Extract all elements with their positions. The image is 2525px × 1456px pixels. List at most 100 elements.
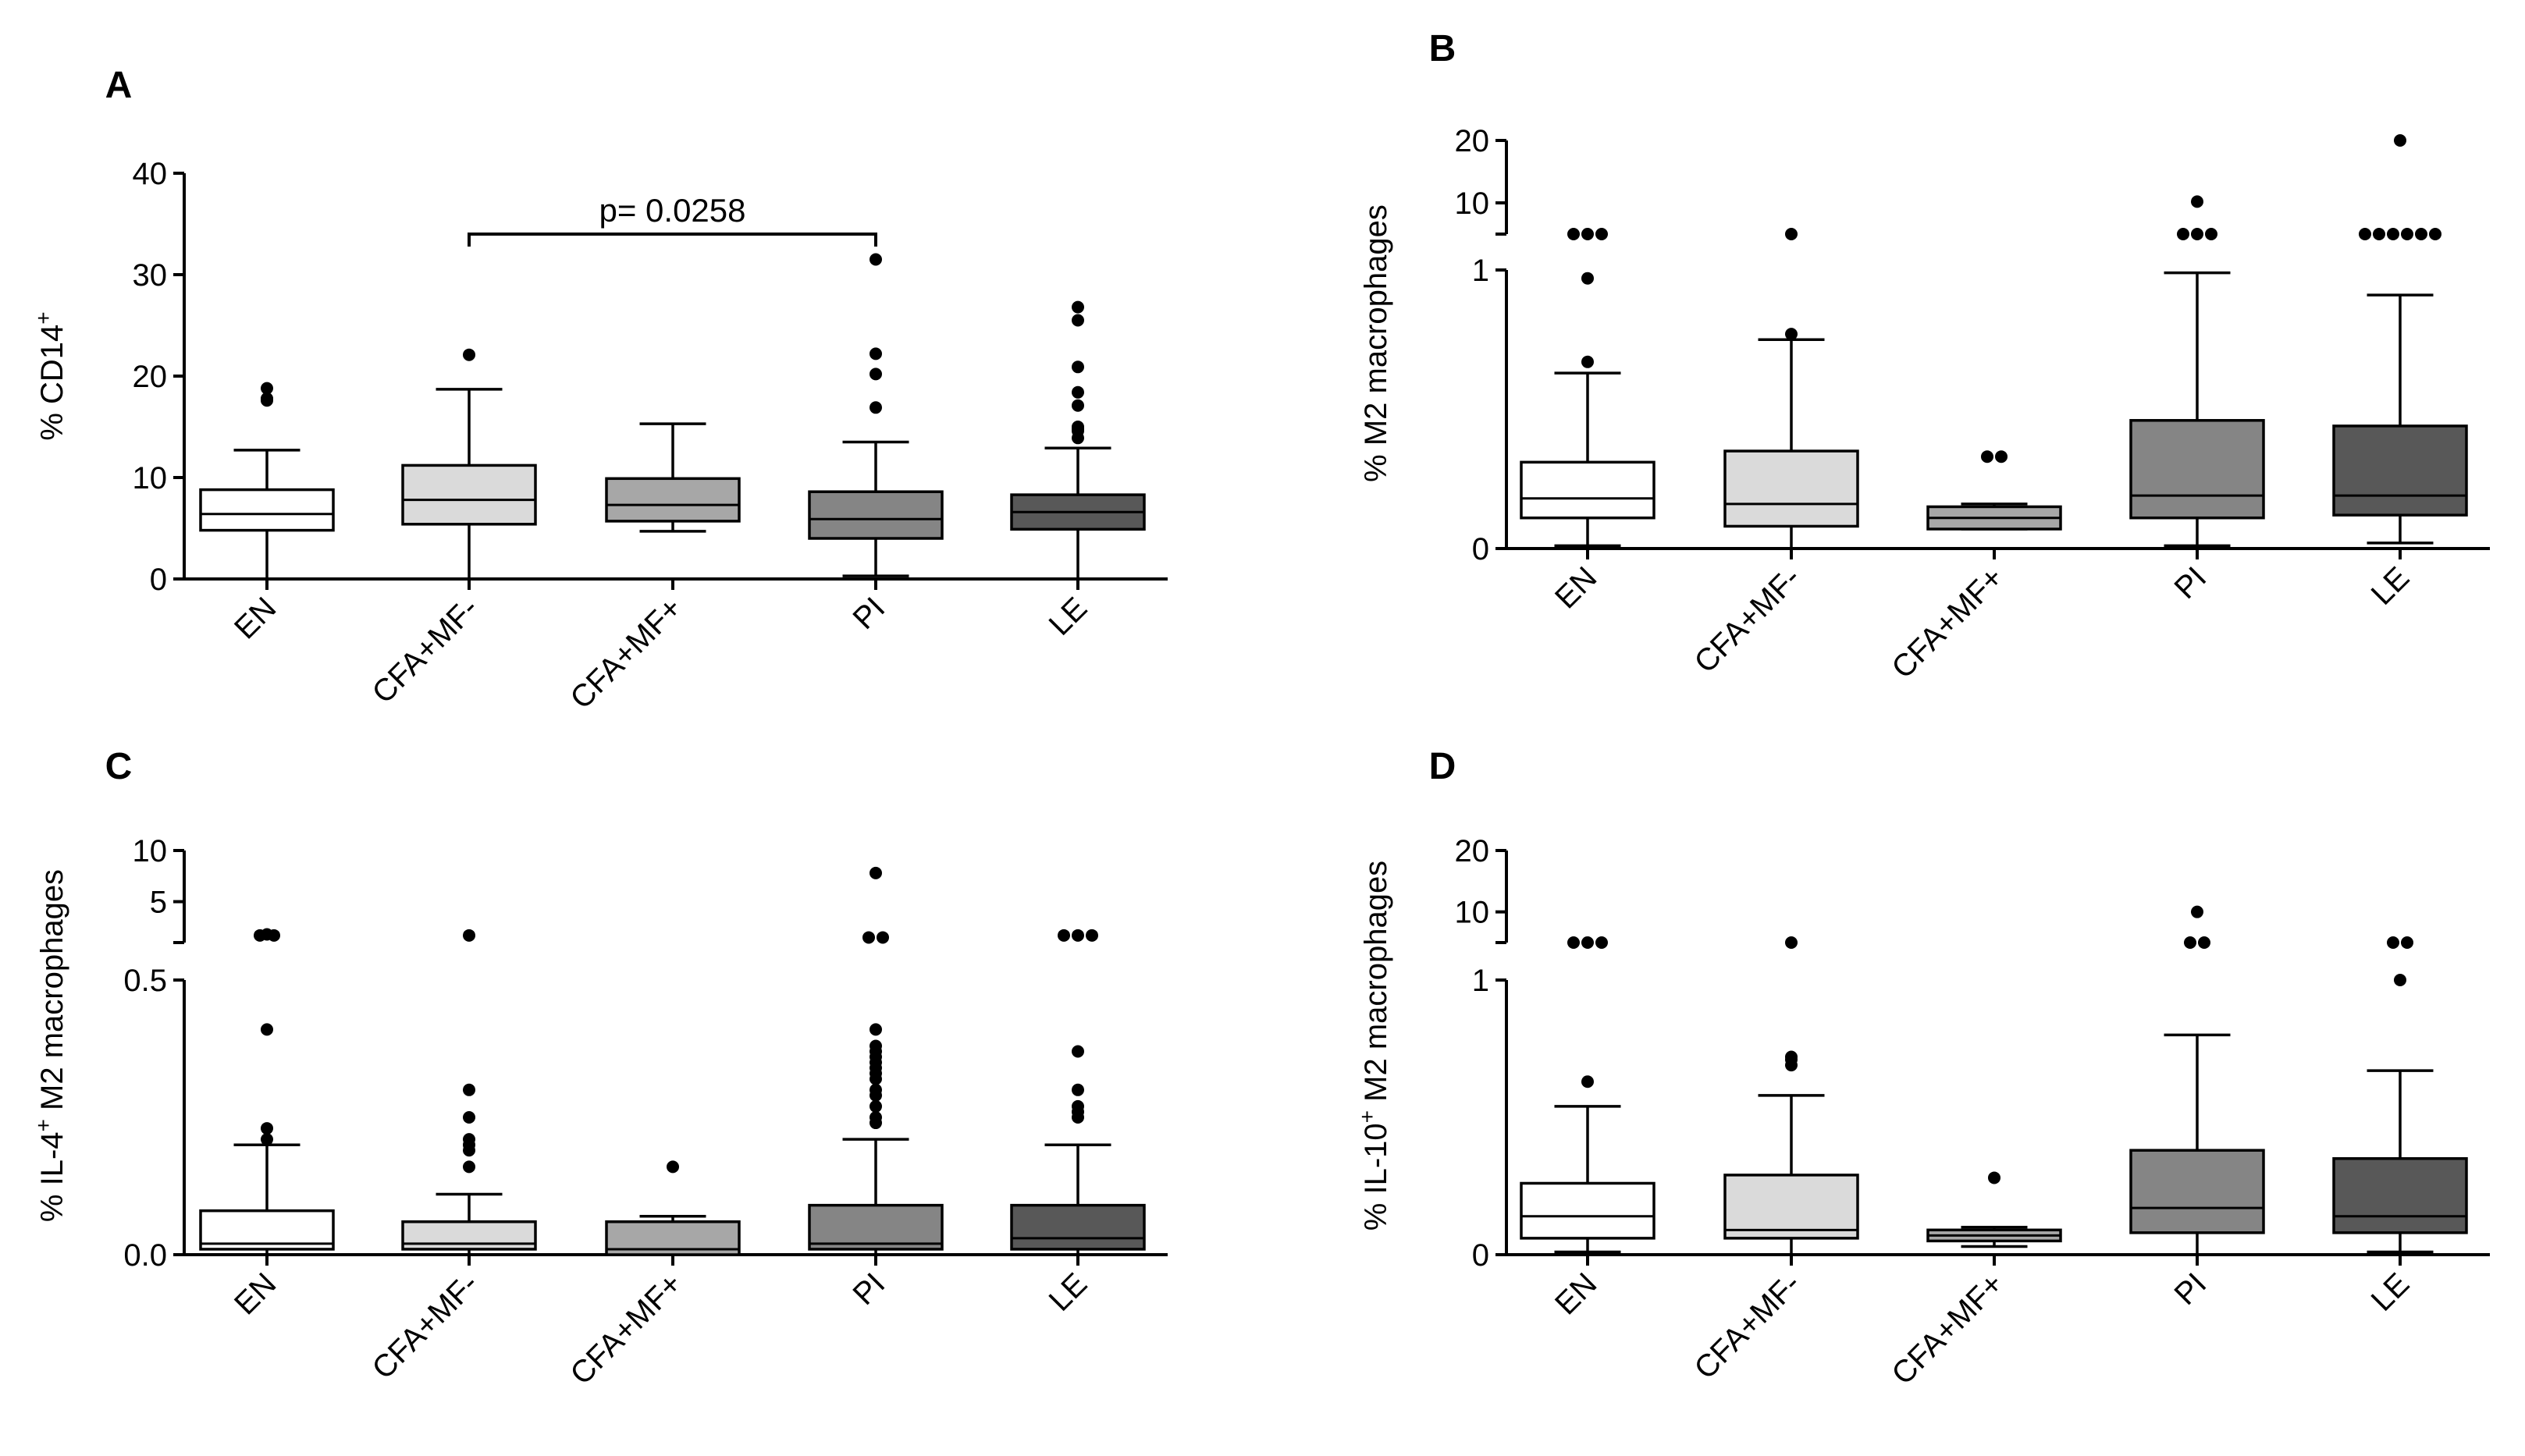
box-EN	[1520, 228, 1655, 548]
outlier-point	[870, 1023, 882, 1036]
x-tick-label: PI	[847, 591, 892, 636]
box-iqr	[808, 1203, 944, 1251]
outlier-point	[463, 929, 475, 942]
outlier-point	[1995, 450, 2008, 463]
outlier-point	[1086, 929, 1098, 942]
box-CFA+MF+	[1926, 1171, 2062, 1248]
box-iqr	[1723, 449, 1859, 528]
y-tick-label: 1	[1472, 964, 1489, 998]
outlier-point	[1072, 399, 1084, 412]
x-tick-label: CFA+MF-	[365, 591, 485, 710]
box-CFA+MF-	[401, 929, 537, 1256]
outlier-point	[463, 348, 475, 361]
x-tick-label: CFA+MF-	[365, 1266, 485, 1386]
box-LE	[1010, 929, 1146, 1256]
y-tick-label: 20	[133, 360, 168, 394]
outlier-point	[2373, 228, 2385, 240]
outlier-point	[877, 931, 889, 944]
outlier-point	[870, 368, 882, 381]
outlier-point	[1072, 431, 1084, 445]
significance-label: p= 0.0258	[599, 192, 745, 229]
outlier-point	[261, 392, 273, 405]
x-tick-label: EN	[228, 591, 283, 645]
y-tick-label: 0.0	[123, 1238, 167, 1273]
box-PI	[2129, 195, 2265, 548]
outlier-point	[254, 929, 266, 942]
outlier-point	[1988, 1171, 2000, 1184]
y-axis-label-part: M2 macrophages	[1359, 861, 1393, 1110]
outlier-point	[870, 1099, 882, 1113]
outlier-point	[1785, 328, 1798, 341]
outlier-point	[1072, 1111, 1084, 1124]
outlier-point	[2387, 228, 2399, 240]
y-axis-label: % M2 macrophages	[1359, 204, 1393, 482]
box-iqr	[1723, 1174, 1859, 1240]
outlier-point	[667, 1160, 679, 1174]
x-tick-label: EN	[228, 1266, 283, 1321]
outlier-point	[2401, 228, 2413, 240]
outlier-point	[2184, 936, 2196, 949]
box-iqr	[1520, 460, 1655, 520]
x-tick-label: CFA+MF+	[564, 1266, 688, 1391]
outlier-point	[1072, 1045, 1084, 1058]
box-PI	[2129, 905, 2265, 1256]
outlier-point	[268, 929, 280, 942]
y-tick-label: 20	[1455, 124, 1490, 158]
box-CFA+MF-	[1723, 936, 1859, 1256]
y-axis-label-superscript: +	[31, 1119, 55, 1131]
box-CFA+MF+	[605, 422, 741, 533]
y-axis-label: % IL-10+ M2 macrophages	[1355, 861, 1394, 1230]
x-tick-label: EN	[1549, 1266, 1603, 1321]
outlier-point	[2191, 905, 2203, 918]
outlier-point	[1581, 355, 1594, 368]
y-tick-label: 10	[133, 834, 168, 868]
y-tick-label: 0.5	[123, 964, 167, 998]
box-PI	[808, 253, 944, 577]
x-tick-label: PI	[2168, 560, 2214, 605]
y-tick-label: 0	[1472, 1238, 1489, 1273]
outlier-point	[1072, 422, 1084, 435]
x-tick-label: PI	[2168, 1266, 2214, 1312]
outlier-point	[2191, 228, 2203, 240]
outlier-point	[463, 1144, 475, 1157]
outlier-point	[1058, 929, 1070, 942]
y-axis-label-part: % IL-4	[35, 1131, 69, 1222]
outlier-point	[2177, 228, 2189, 240]
outlier-point	[870, 253, 882, 266]
box-EN	[199, 928, 335, 1256]
x-tick-label: CFA+MF-	[1687, 1266, 1807, 1386]
box-iqr	[2332, 424, 2468, 517]
box-CFA+MF-	[1723, 228, 1859, 550]
y-axis-label-part: % IL-10	[1359, 1123, 1393, 1230]
outlier-point	[463, 1111, 475, 1124]
panel-letter: C	[105, 746, 133, 787]
x-tick-label: EN	[1549, 560, 1603, 615]
outlier-point	[1072, 1083, 1084, 1096]
y-axis-label-superscript: +	[31, 311, 55, 324]
outlier-point	[463, 1160, 475, 1174]
outlier-point	[1072, 360, 1084, 374]
y-axis-label-part: % M2 macrophages	[1359, 204, 1393, 482]
outlier-point	[2394, 974, 2406, 986]
x-tick-label: LE	[1043, 591, 1094, 642]
y-tick-label: 0	[1472, 532, 1489, 566]
box-LE	[2332, 134, 2468, 545]
x-tick-label: PI	[847, 1266, 892, 1312]
outlier-point	[2205, 228, 2217, 240]
box-PI	[808, 866, 944, 1256]
outlier-point	[1072, 314, 1084, 327]
outlier-point	[1581, 1075, 1594, 1088]
box-iqr	[199, 488, 335, 532]
outlier-point	[870, 1072, 882, 1085]
box-iqr	[1520, 1181, 1655, 1240]
y-tick-label: 10	[1455, 896, 1490, 930]
outlier-point	[1072, 385, 1084, 399]
outlier-point	[1785, 228, 1798, 240]
outlier-point	[261, 1133, 273, 1146]
outlier-point	[1567, 228, 1580, 240]
box-iqr	[2129, 419, 2265, 520]
outlier-point	[463, 1083, 475, 1096]
outlier-point	[261, 1023, 273, 1036]
panel-letter: D	[1429, 746, 1456, 787]
